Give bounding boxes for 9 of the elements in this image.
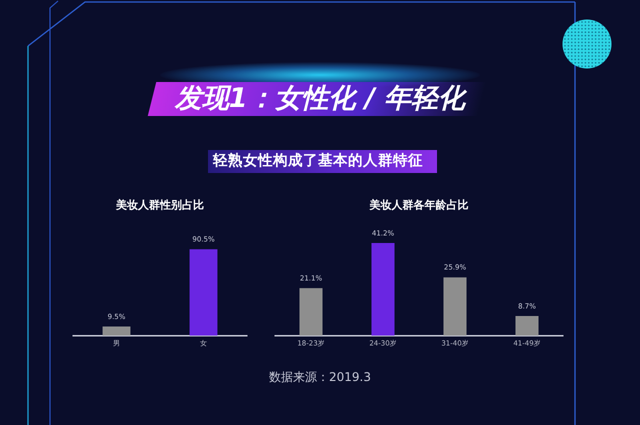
chart-title: 美妆人群各年龄占比 [368,198,468,212]
bar [443,277,467,336]
chart-title: 美妆人群性别占比 [115,198,204,212]
bar [515,316,539,336]
bar [371,242,395,336]
bar [299,288,323,336]
text: 轻熟女性构成了基本的人群特征 [208,150,437,173]
text: 发现1：女性化 / 年轻化 [174,83,468,115]
source-note: 数据来源：2019.3 [268,370,372,385]
